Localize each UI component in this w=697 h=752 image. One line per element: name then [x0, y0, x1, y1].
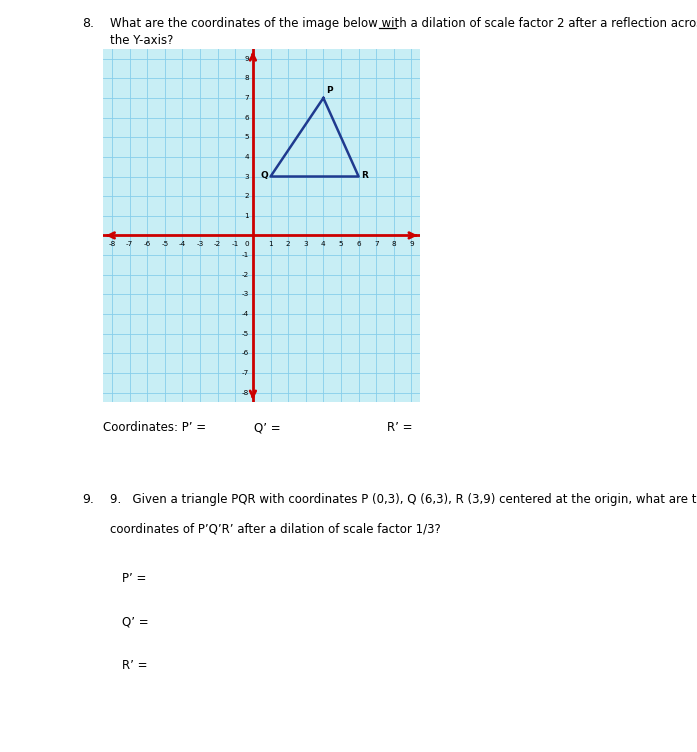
Text: R’ =: R’ = [122, 659, 148, 672]
Text: P’ =: P’ = [122, 572, 146, 584]
Text: 3: 3 [303, 241, 308, 247]
Text: -3: -3 [197, 241, 204, 247]
Text: R’ =: R’ = [387, 421, 413, 434]
Text: -4: -4 [179, 241, 186, 247]
Text: -7: -7 [242, 370, 249, 376]
Text: 4: 4 [245, 154, 249, 160]
Text: -5: -5 [242, 331, 249, 337]
Text: 6: 6 [356, 241, 361, 247]
Text: 1: 1 [245, 213, 249, 219]
Text: the Y-axis?: the Y-axis? [110, 34, 174, 47]
Text: 9.   Given a triangle PQR with coordinates P (0,3), Q (6,3), R (3,9) centered at: 9. Given a triangle PQR with coordinates… [110, 493, 697, 505]
Text: Q: Q [260, 171, 268, 180]
Text: -6: -6 [144, 241, 151, 247]
Text: 5: 5 [339, 241, 344, 247]
Text: Q’ =: Q’ = [254, 421, 281, 434]
Text: coordinates of P’Q’R’ after a dilation of scale factor 1/3?: coordinates of P’Q’R’ after a dilation o… [110, 523, 441, 535]
Text: 6: 6 [245, 114, 249, 120]
Text: -2: -2 [214, 241, 222, 247]
Text: -8: -8 [242, 390, 249, 396]
Text: 9: 9 [245, 56, 249, 62]
Text: -5: -5 [161, 241, 169, 247]
Text: 8.: 8. [82, 17, 94, 29]
Text: -1: -1 [231, 241, 239, 247]
Text: 2: 2 [286, 241, 291, 247]
Text: 3: 3 [245, 174, 249, 180]
Text: 4: 4 [321, 241, 325, 247]
Text: 2: 2 [245, 193, 249, 199]
Text: -8: -8 [108, 241, 116, 247]
Text: Coordinates: P’ =: Coordinates: P’ = [103, 421, 206, 434]
Text: -3: -3 [242, 291, 249, 297]
Text: 7: 7 [374, 241, 378, 247]
Text: 5: 5 [245, 135, 249, 140]
Text: 9: 9 [409, 241, 414, 247]
Text: 8: 8 [245, 75, 249, 81]
Text: Q’ =: Q’ = [122, 615, 148, 628]
Text: What are the coordinates of the image below with a dilation of scale factor 2 af: What are the coordinates of the image be… [110, 17, 697, 29]
Text: 1: 1 [268, 241, 273, 247]
Text: 0: 0 [245, 241, 249, 247]
Text: -1: -1 [242, 252, 249, 258]
Text: 8: 8 [392, 241, 396, 247]
Text: -7: -7 [126, 241, 133, 247]
Text: 7: 7 [245, 95, 249, 101]
Text: -2: -2 [242, 271, 249, 277]
Text: 9.: 9. [82, 493, 94, 505]
Text: P: P [326, 86, 332, 95]
Text: -6: -6 [242, 350, 249, 356]
Text: R: R [361, 171, 368, 180]
Text: -4: -4 [242, 311, 249, 317]
